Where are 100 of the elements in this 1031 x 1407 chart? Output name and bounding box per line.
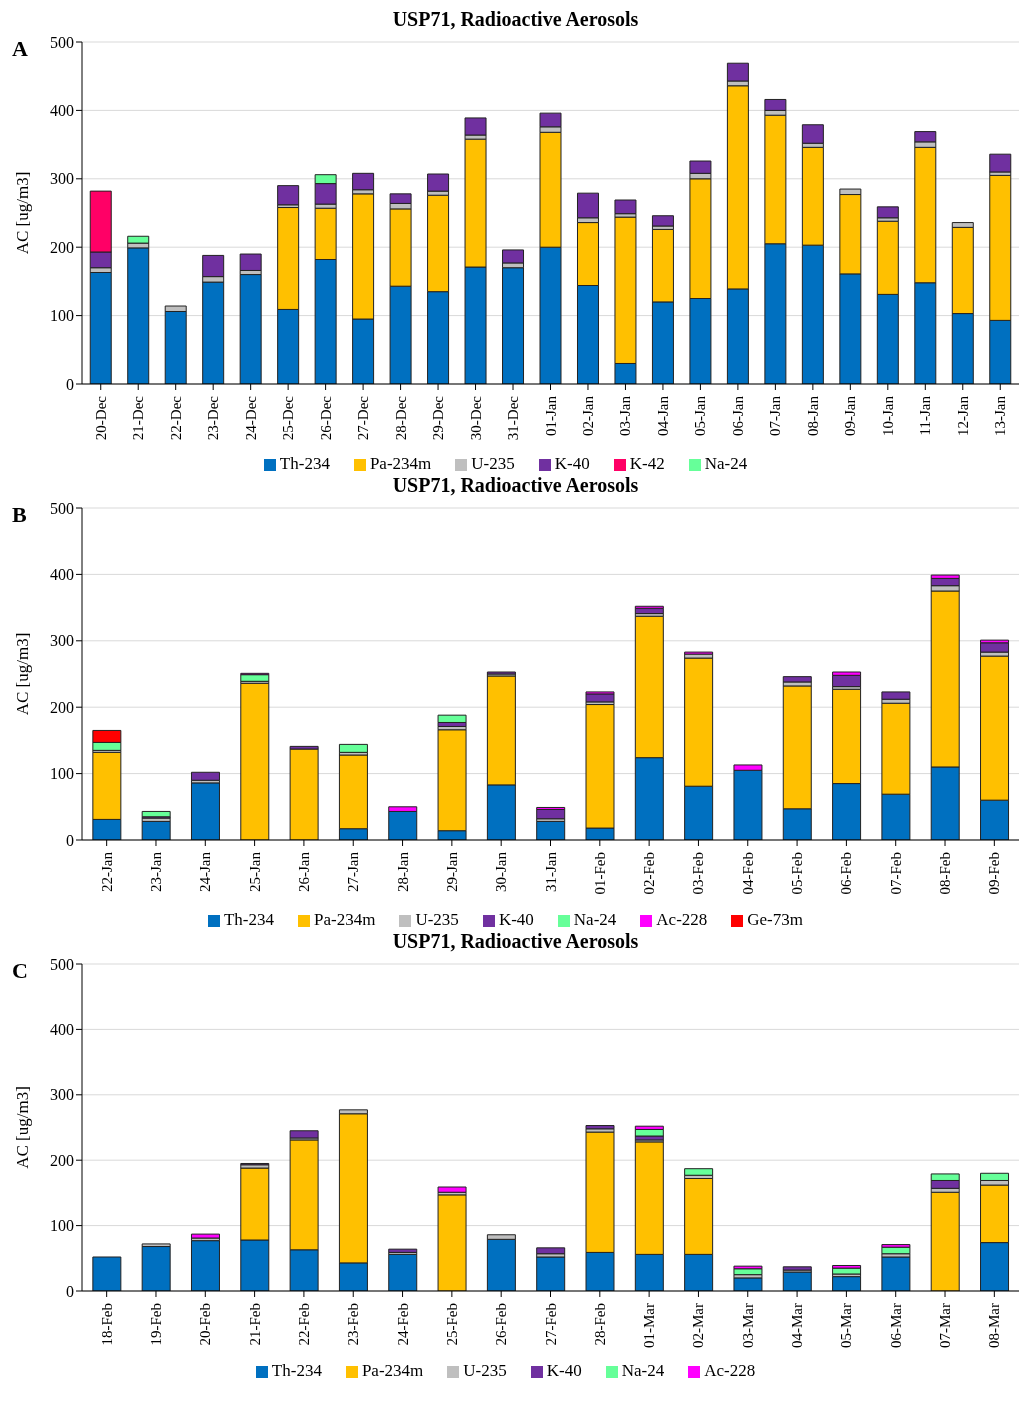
x-tick-label: 03-Feb [690, 852, 707, 895]
x-tick-label: 01-Feb [591, 852, 608, 895]
x-tick-label: 23-Dec [205, 395, 222, 441]
x-tick-label: 29-Jan [443, 851, 460, 892]
x-tick-label: 27-Jan [345, 851, 362, 892]
x-tick-label: 05-Mar [838, 1303, 855, 1348]
legend-label: Pa-234m [314, 910, 376, 929]
y-tick-label: 300 [50, 1086, 74, 1104]
y-axis-title: AC [ug/m3] [13, 632, 33, 716]
x-tick-label: 22-Jan [98, 851, 115, 892]
legend-label: Na-24 [621, 1361, 665, 1380]
x-tick-label: 24-Jan [197, 851, 214, 892]
x-tick-label: 29-Dec [430, 395, 447, 441]
x-tick-label: 28-Dec [392, 395, 409, 441]
x-tick-label: 19-Feb [147, 1303, 164, 1346]
x-tick-label: 28-Jan [394, 851, 411, 892]
x-tick-label: 12-Jan [954, 395, 971, 436]
y-axis-title: AC [ug/m3] [13, 171, 33, 255]
x-tick-label: 07-Feb [887, 852, 904, 895]
x-tick-label: 04-Feb [739, 852, 756, 895]
legend-label: Th-234 [223, 910, 275, 929]
x-tick-label: 26-Feb [493, 1303, 510, 1346]
x-tick-label: 09-Jan [842, 395, 859, 436]
y-tick-label: 200 [50, 238, 74, 256]
x-tick-label: 25-Feb [443, 1303, 460, 1346]
y-tick-label: 100 [50, 307, 74, 325]
x-tick-label: 28-Feb [591, 1303, 608, 1346]
legend-label: U-235 [471, 454, 515, 473]
y-tick-label: 300 [50, 632, 74, 650]
x-tick-label: 27-Feb [542, 1303, 559, 1346]
x-tick-label: 05-Jan [692, 395, 709, 436]
x-tick-label: 08-Jan [804, 395, 821, 436]
x-tick-label: 03-Mar [739, 1303, 756, 1348]
y-tick-label: 300 [50, 170, 74, 188]
x-tick-label: 02-Feb [641, 852, 658, 895]
chart-title: USP71, Radioactive Aerosols [391, 474, 640, 498]
x-tick-label: 30-Jan [493, 851, 510, 892]
x-tick-label: 18-Feb [98, 1303, 115, 1346]
x-tick-label: 10-Jan [879, 395, 896, 436]
legend-label: K-40 [554, 454, 590, 473]
chart-title: USP71, Radioactive Aerosols [391, 8, 640, 32]
x-tick-label: 09-Feb [986, 852, 1003, 895]
legend-label: Na-24 [573, 910, 617, 929]
x-tick-label: 24-Feb [394, 1303, 411, 1346]
x-tick-label: 22-Feb [295, 1303, 312, 1346]
legend-label: Ac-228 [704, 1361, 756, 1380]
x-tick-label: 06-Feb [838, 852, 855, 895]
x-tick-label: 04-Jan [654, 395, 671, 436]
x-tick-label: 06-Jan [729, 395, 746, 436]
x-tick-label: 23-Jan [147, 851, 164, 892]
y-tick-label: 0 [66, 375, 74, 393]
x-tick-label: 20-Feb [197, 1303, 214, 1346]
legend-label: K-40 [498, 910, 534, 929]
legend-label: Ge-73m [747, 910, 804, 929]
y-tick-label: 400 [50, 102, 74, 120]
y-tick-label: 500 [50, 499, 74, 517]
legend-label: Na-24 [704, 454, 748, 473]
legend-label: Ac-228 [656, 910, 708, 929]
chart-title: USP71, Radioactive Aerosols [391, 930, 640, 954]
x-tick-label: 13-Jan [992, 395, 1009, 436]
y-axis-title: AC [ug/m3] [13, 1086, 33, 1169]
y-tick-label: 100 [50, 765, 74, 783]
x-tick-label: 02-Mar [690, 1303, 707, 1348]
x-tick-label: 25-Jan [246, 851, 263, 892]
y-tick-label: 0 [66, 1282, 74, 1300]
x-tick-label: 07-Jan [767, 395, 784, 436]
x-tick-label: 22-Dec [167, 395, 184, 441]
x-tick-label: 21-Dec [130, 395, 147, 441]
y-tick-label: 500 [50, 33, 74, 51]
legend-label: Pa-234m [369, 454, 432, 473]
x-tick-label: 25-Dec [280, 395, 297, 441]
y-tick-label: 200 [50, 1151, 74, 1169]
x-tick-label: 27-Dec [355, 395, 372, 441]
x-tick-label: 11-Jan [917, 395, 934, 436]
x-tick-label: 01-Mar [641, 1303, 658, 1348]
y-tick-label: 100 [50, 1217, 74, 1235]
legend-label: Pa-234m [361, 1361, 424, 1380]
legend-label: K-40 [546, 1361, 582, 1380]
legend-label: K-42 [629, 454, 665, 473]
text: C [12, 958, 28, 984]
legend-label: Th-234 [279, 454, 330, 473]
legend-label: U-235 [463, 1361, 507, 1380]
x-tick-label: 05-Feb [789, 852, 806, 895]
x-tick-label: 24-Dec [242, 395, 259, 441]
x-tick-label: 31-Jan [542, 851, 559, 892]
y-tick-label: 500 [50, 955, 74, 973]
legend-label: Th-234 [271, 1361, 322, 1380]
y-tick-label: 0 [66, 831, 74, 849]
x-tick-label: 07-Mar [937, 1303, 954, 1348]
x-tick-label: 23-Feb [345, 1303, 362, 1346]
x-tick-label: 03-Jan [617, 395, 634, 436]
y-tick-label: 200 [50, 698, 74, 716]
x-tick-label: 04-Mar [789, 1303, 806, 1348]
y-tick-label: 400 [50, 1021, 74, 1039]
x-tick-label: 21-Feb [246, 1303, 263, 1346]
x-tick-label: 02-Jan [579, 395, 596, 436]
x-tick-label: 01-Jan [542, 395, 559, 436]
x-tick-label: 08-Feb [937, 852, 954, 895]
x-tick-label: 08-Mar [986, 1303, 1003, 1348]
x-tick-label: 20-Dec [92, 395, 109, 441]
